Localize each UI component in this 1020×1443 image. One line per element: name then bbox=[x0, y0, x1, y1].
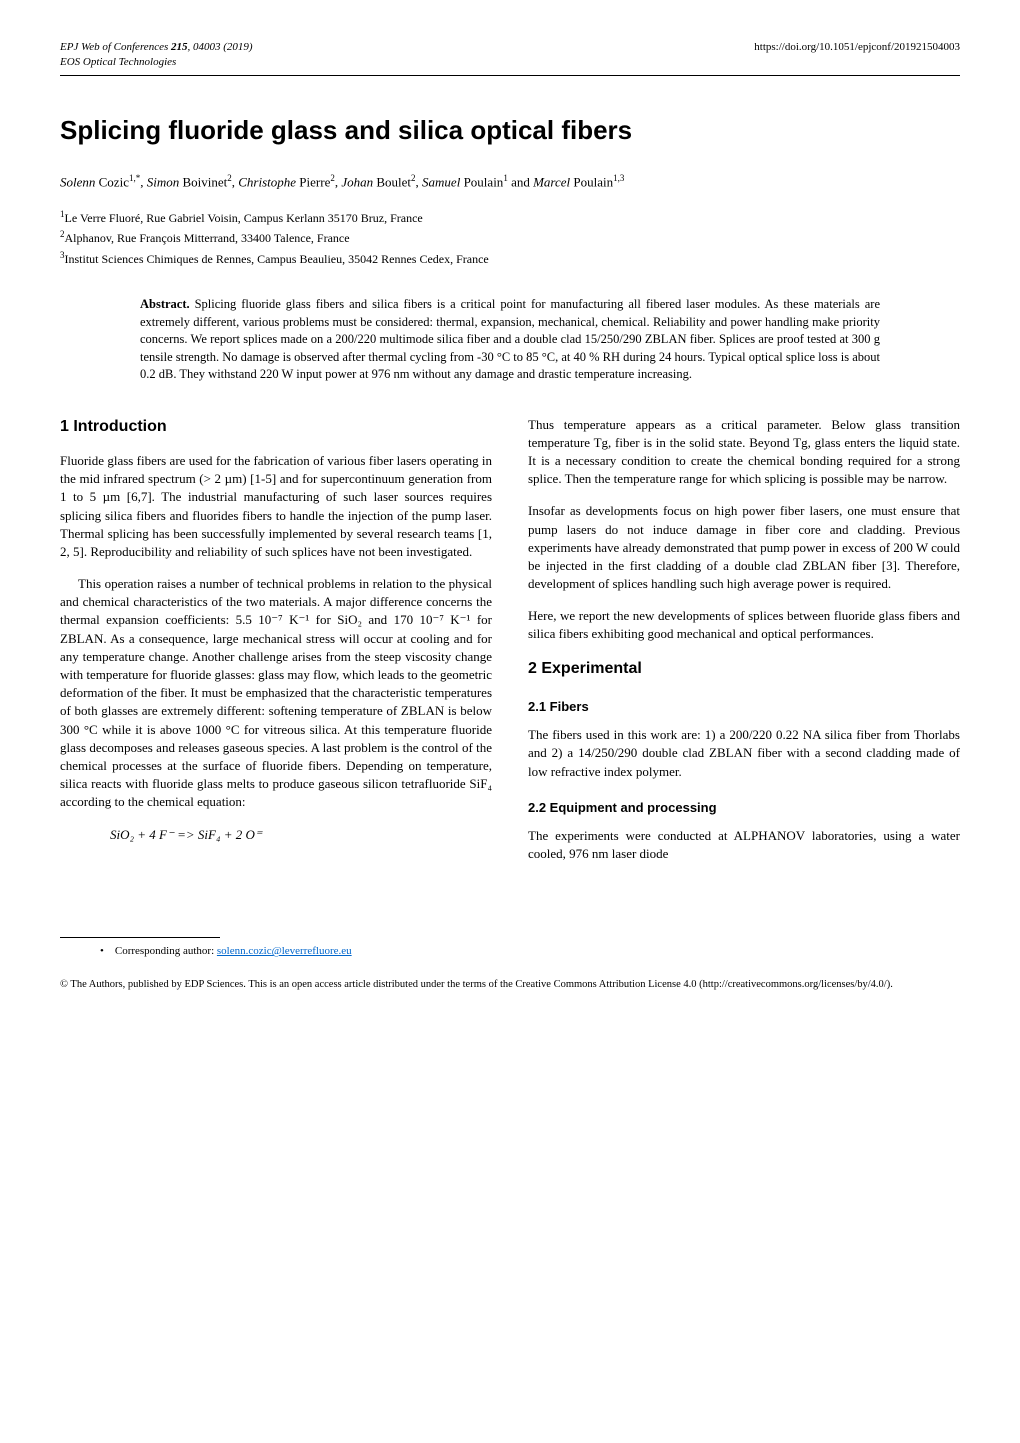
affiliations: 1Le Verre Fluoré, Rue Gabriel Voisin, Ca… bbox=[60, 208, 960, 268]
fibers-paragraph: The fibers used in this work are: 1) a 2… bbox=[528, 726, 960, 781]
corresponding-footnote: • Corresponding author: solenn.cozic@lev… bbox=[100, 944, 960, 959]
author-aff: 2 bbox=[227, 173, 232, 183]
aff-text: Institut Sciences Chimiques de Rennes, C… bbox=[65, 252, 489, 266]
author-aff: 1 bbox=[503, 173, 508, 183]
running-header: EPJ Web of Conferences 215, 04003 (2019)… bbox=[60, 40, 960, 71]
affiliation-row: 1Le Verre Fluoré, Rue Gabriel Voisin, Ca… bbox=[60, 208, 960, 227]
affiliation-row: 3Institut Sciences Chimiques de Rennes, … bbox=[60, 249, 960, 268]
subsection-equipment-title: 2.2 Equipment and processing bbox=[528, 799, 960, 817]
footnote-bullet: • bbox=[100, 945, 104, 957]
abstract-text: Splicing fluoride glass fibers and silic… bbox=[140, 297, 880, 381]
aff-text: Le Verre Fluoré, Rue Gabriel Voisin, Cam… bbox=[65, 211, 423, 225]
section-experimental-title: 2 Experimental bbox=[528, 658, 960, 680]
author-aff: 2 bbox=[330, 173, 335, 183]
journal-sub: EOS Optical Technologies bbox=[60, 56, 176, 68]
author-first: Marcel bbox=[533, 175, 570, 190]
license-text: © The Authors, published by EDP Sciences… bbox=[60, 978, 960, 992]
author-first: Samuel bbox=[422, 175, 460, 190]
paper-title: Splicing fluoride glass and silica optic… bbox=[60, 112, 960, 148]
abstract: Abstract. Splicing fluoride glass fibers… bbox=[140, 296, 880, 384]
author-aff: 1,* bbox=[129, 173, 140, 183]
left-column: 1 Introduction Fluoride glass fibers are… bbox=[60, 416, 492, 878]
authors-line: Solenn Cozic1,*, Simon Boivinet2, Christ… bbox=[60, 172, 960, 192]
author-last: Poulain bbox=[573, 175, 613, 190]
section-intro-title: 1 Introduction bbox=[60, 416, 492, 438]
author-last: Pierre bbox=[299, 175, 330, 190]
footnote-rule bbox=[60, 937, 220, 938]
corresponding-email-link[interactable]: solenn.cozic@leverrefluore.eu bbox=[217, 945, 352, 957]
journal-name: EPJ Web of Conferences bbox=[60, 41, 171, 53]
journal-issue: , 04003 (2019) bbox=[188, 41, 253, 53]
intro-paragraph-2: This operation raises a number of techni… bbox=[60, 575, 492, 811]
abstract-label: Abstract. bbox=[140, 297, 190, 311]
author-last: Poulain bbox=[464, 175, 504, 190]
header-rule bbox=[60, 75, 960, 76]
author-first: Simon bbox=[147, 175, 180, 190]
intro-paragraph-3: Thus temperature appears as a critical p… bbox=[528, 416, 960, 489]
author-aff: 1,3 bbox=[613, 173, 624, 183]
footnote-label: Corresponding author: bbox=[115, 945, 217, 957]
affiliation-row: 2Alphanov, Rue François Mitterrand, 3340… bbox=[60, 228, 960, 247]
aff-text: Alphanov, Rue François Mitterrand, 33400… bbox=[65, 231, 350, 245]
author-aff: 2 bbox=[411, 173, 416, 183]
intro-paragraph-4: Insofar as developments focus on high po… bbox=[528, 502, 960, 593]
chemical-equation: SiO₂ + 4 F⁻ => SiF₄ + 2 O⁼ bbox=[110, 826, 492, 844]
doi: https://doi.org/10.1051/epjconf/20192150… bbox=[754, 40, 960, 71]
author-first: Johan bbox=[341, 175, 373, 190]
intro-paragraph-1: Fluoride glass fibers are used for the f… bbox=[60, 452, 492, 561]
header-left: EPJ Web of Conferences 215, 04003 (2019)… bbox=[60, 40, 253, 71]
subsection-fibers-title: 2.1 Fibers bbox=[528, 698, 960, 716]
author-last: Boivinet bbox=[182, 175, 227, 190]
journal-vol: 215 bbox=[171, 41, 188, 53]
equipment-paragraph: The experiments were conducted at ALPHAN… bbox=[528, 827, 960, 863]
author-first: Christophe bbox=[238, 175, 296, 190]
intro-paragraph-5: Here, we report the new developments of … bbox=[528, 607, 960, 643]
author-first: Solenn bbox=[60, 175, 95, 190]
author-last: Boulet bbox=[376, 175, 411, 190]
right-column: Thus temperature appears as a critical p… bbox=[528, 416, 960, 878]
body-columns: 1 Introduction Fluoride glass fibers are… bbox=[60, 416, 960, 878]
author-last: Cozic bbox=[99, 175, 129, 190]
